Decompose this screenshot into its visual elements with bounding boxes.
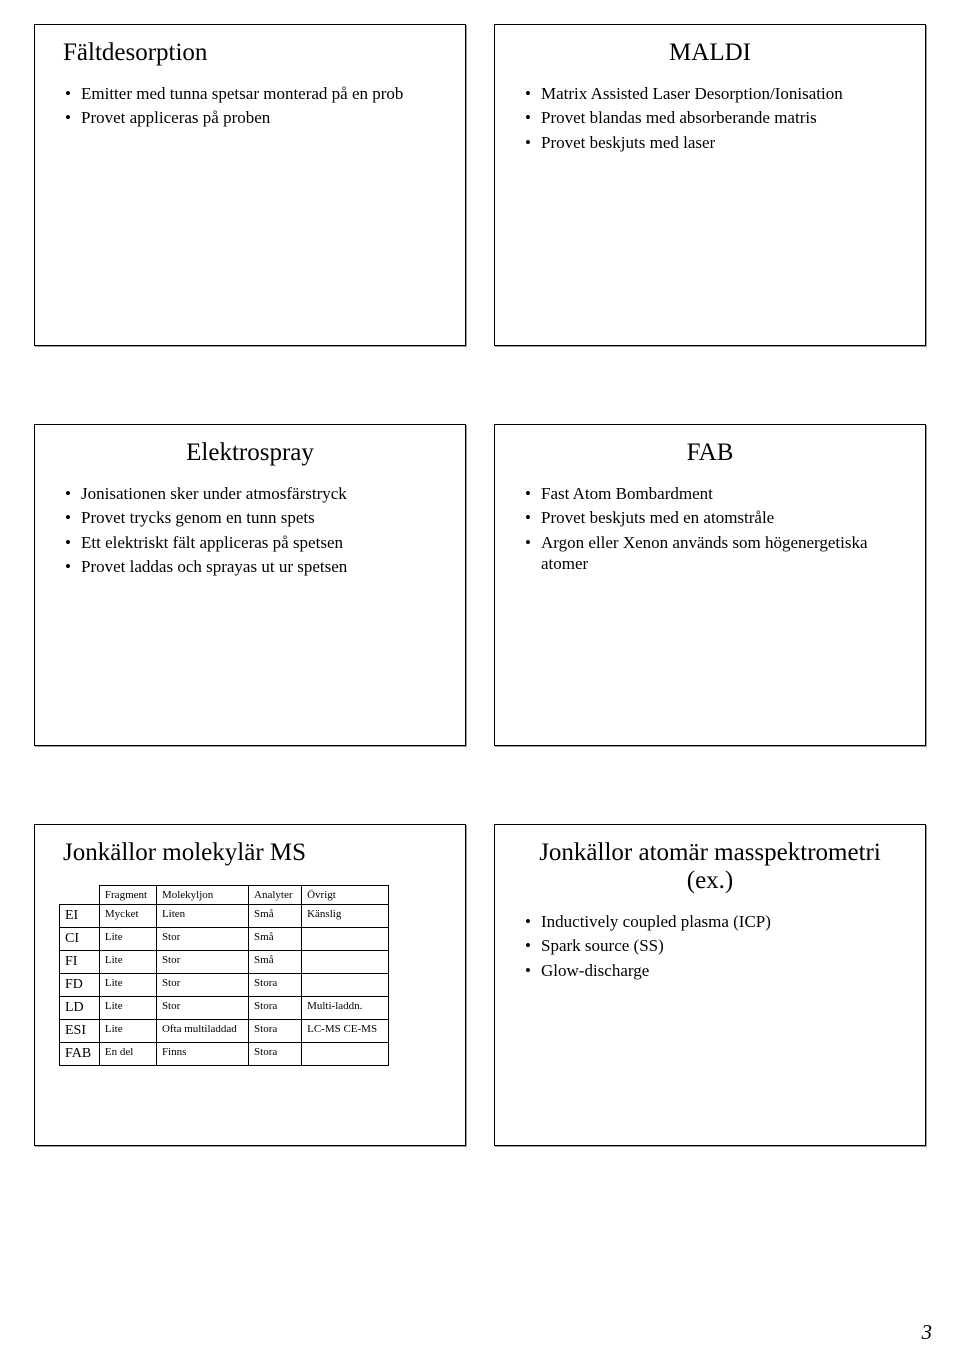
cell: Små xyxy=(249,928,302,951)
cell: Lite xyxy=(99,997,156,1020)
list-item: Spark source (SS) xyxy=(525,935,901,956)
list-item: Argon eller Xenon används som högenerget… xyxy=(525,532,901,575)
ms-table: Fragment Molekyljon Analyter Övrigt EI M… xyxy=(59,885,389,1066)
rowhead: FD xyxy=(60,974,100,997)
cell: Stor xyxy=(156,974,248,997)
cell: Stora xyxy=(249,974,302,997)
card-title: Elektrospray xyxy=(59,439,441,467)
card-list: Inductively coupled plasma (ICP) Spark s… xyxy=(519,911,901,981)
table-row: LD Lite Stor Stora Multi-laddn. xyxy=(60,997,389,1020)
cell: Små xyxy=(249,905,302,928)
card-maldi: MALDI Matrix Assisted Laser Desorption/I… xyxy=(494,24,926,346)
card-title: Jonkällor molekylär MS xyxy=(63,839,441,867)
list-item: Ett elektriskt fält appliceras på spetse… xyxy=(65,532,441,553)
cell: Lite xyxy=(99,928,156,951)
cell: Stor xyxy=(156,951,248,974)
rowhead: LD xyxy=(60,997,100,1020)
list-item: Provet blandas med absorberande matris xyxy=(525,107,901,128)
cell: Liten xyxy=(156,905,248,928)
col-fragment: Fragment xyxy=(99,886,156,905)
table-row: EI Mycket Liten Små Känslig xyxy=(60,905,389,928)
card-jonkallor-atomar: Jonkällor atomär masspektrometri (ex.) I… xyxy=(494,824,926,1146)
cell: Ofta multiladdad xyxy=(156,1020,248,1043)
cell xyxy=(302,974,389,997)
table-row: FI Lite Stor Små xyxy=(60,951,389,974)
card-list: Matrix Assisted Laser Desorption/Ionisat… xyxy=(519,83,901,153)
cell xyxy=(302,928,389,951)
rowhead: FI xyxy=(60,951,100,974)
rowhead: FAB xyxy=(60,1043,100,1066)
row-2: Elektrospray Jonisationen sker under atm… xyxy=(34,424,926,746)
card-title: Jonkällor atomär masspektrometri (ex.) xyxy=(519,839,901,895)
col-analyter: Analyter xyxy=(249,886,302,905)
cell: Lite xyxy=(99,1020,156,1043)
cell: Stora xyxy=(249,1043,302,1066)
page-number: 3 xyxy=(922,1320,933,1345)
rowhead: EI xyxy=(60,905,100,928)
card-title: MALDI xyxy=(519,39,901,67)
card-list: Emitter med tunna spetsar monterad på en… xyxy=(59,83,441,129)
card-title: Fältdesorption xyxy=(63,39,441,67)
row-1: Fältdesorption Emitter med tunna spetsar… xyxy=(34,24,926,346)
cell: Finns xyxy=(156,1043,248,1066)
rowhead: ESI xyxy=(60,1020,100,1043)
cell: Stor xyxy=(156,928,248,951)
cell xyxy=(302,951,389,974)
list-item: Jonisationen sker under atmosfärstryck xyxy=(65,483,441,504)
list-item: Provet laddas och sprayas ut ur spetsen xyxy=(65,556,441,577)
table-row: ESI Lite Ofta multiladdad Stora LC-MS CE… xyxy=(60,1020,389,1043)
table-row: FD Lite Stor Stora xyxy=(60,974,389,997)
card-list: Fast Atom Bombardment Provet beskjuts me… xyxy=(519,483,901,574)
cell: Stora xyxy=(249,1020,302,1043)
cell: Multi-laddn. xyxy=(302,997,389,1020)
card-jonkallor-molekylar: Jonkällor molekylär MS Fragment Molekylj… xyxy=(34,824,466,1146)
cell: LC-MS CE-MS xyxy=(302,1020,389,1043)
cell: Lite xyxy=(99,951,156,974)
list-item: Inductively coupled plasma (ICP) xyxy=(525,911,901,932)
list-item: Matrix Assisted Laser Desorption/Ionisat… xyxy=(525,83,901,104)
list-item: Emitter med tunna spetsar monterad på en… xyxy=(65,83,441,104)
list-item: Provet trycks genom en tunn spets xyxy=(65,507,441,528)
col-molekyljon: Molekyljon xyxy=(156,886,248,905)
col-ovrigt: Övrigt xyxy=(302,886,389,905)
table-body: EI Mycket Liten Små Känslig CI Lite Stor… xyxy=(60,905,389,1066)
card-title: FAB xyxy=(519,439,901,467)
page: Fältdesorption Emitter med tunna spetsar… xyxy=(0,0,960,1359)
list-item: Provet appliceras på proben xyxy=(65,107,441,128)
table-row: CI Lite Stor Små xyxy=(60,928,389,951)
table-header-row: Fragment Molekyljon Analyter Övrigt xyxy=(60,886,389,905)
table-corner xyxy=(60,886,100,905)
card-fab: FAB Fast Atom Bombardment Provet beskjut… xyxy=(494,424,926,746)
list-item: Provet beskjuts med laser xyxy=(525,132,901,153)
cell: Känslig xyxy=(302,905,389,928)
card-elektrospray: Elektrospray Jonisationen sker under atm… xyxy=(34,424,466,746)
card-list: Jonisationen sker under atmosfärstryck P… xyxy=(59,483,441,577)
rowhead: CI xyxy=(60,928,100,951)
cell xyxy=(302,1043,389,1066)
card-faltdesorption: Fältdesorption Emitter med tunna spetsar… xyxy=(34,24,466,346)
cell: En del xyxy=(99,1043,156,1066)
list-item: Fast Atom Bombardment xyxy=(525,483,901,504)
list-item: Provet beskjuts med en atomstråle xyxy=(525,507,901,528)
table-row: FAB En del Finns Stora xyxy=(60,1043,389,1066)
cell: Stor xyxy=(156,997,248,1020)
cell: Stora xyxy=(249,997,302,1020)
cell: Små xyxy=(249,951,302,974)
row-3: Jonkällor molekylär MS Fragment Molekylj… xyxy=(34,824,926,1146)
table-wrap: Fragment Molekyljon Analyter Övrigt EI M… xyxy=(59,885,441,1066)
cell: Mycket xyxy=(99,905,156,928)
list-item: Glow-discharge xyxy=(525,960,901,981)
cell: Lite xyxy=(99,974,156,997)
